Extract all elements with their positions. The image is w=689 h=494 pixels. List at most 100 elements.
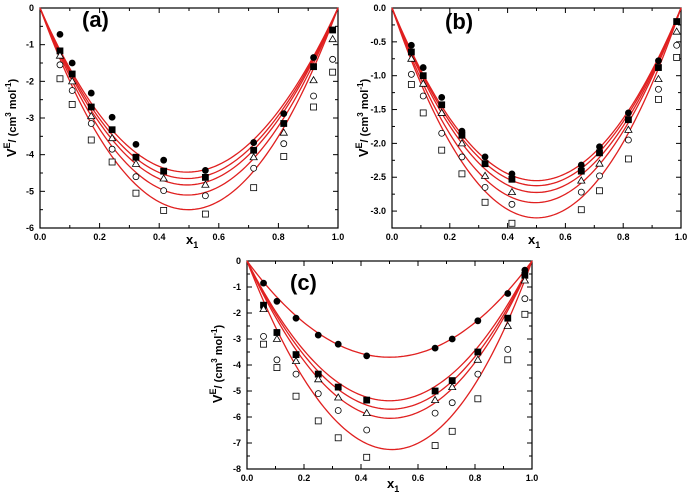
data-point-series-4 (132, 173, 140, 181)
data-point-series-5 (87, 136, 95, 144)
x-axis-label-subscript: 1 (535, 240, 540, 250)
data-point-series-4 (407, 70, 415, 78)
data-point-series-1 (438, 93, 446, 101)
data-point-series-1 (577, 161, 585, 169)
data-point-series-2 (419, 72, 427, 80)
data-point-series-4 (250, 164, 258, 172)
data-point-series-2 (329, 26, 337, 34)
data-point-series-5 (521, 310, 529, 318)
y-tick-label: -2 (26, 76, 34, 86)
data-point-series-3 (259, 304, 268, 313)
x-tick-label: 1.0 (332, 232, 345, 242)
fit-curve-series-3 (246, 260, 533, 410)
y-axis-label-unit: ) (213, 325, 225, 329)
data-point-series-5 (458, 170, 466, 178)
data-point-series-2 (334, 383, 342, 391)
fit-curve-series-3 (391, 7, 682, 194)
data-point-series-4 (292, 370, 300, 378)
data-point-series-5 (474, 395, 482, 403)
data-point-series-5 (280, 153, 288, 160)
y-axis-label-main: V (356, 148, 371, 157)
x-tick-label: 0.0 (34, 232, 47, 242)
data-point-series-5 (329, 68, 337, 76)
data-point-series-1 (160, 156, 168, 164)
data-point-series-3 (447, 382, 457, 391)
data-point-series-4 (160, 187, 168, 195)
data-point-series-4 (625, 136, 632, 144)
data-point-series-1 (260, 279, 267, 287)
data-point-series-2 (108, 126, 116, 134)
data-point-series-2 (431, 387, 439, 395)
data-point-series-3 (407, 54, 416, 62)
y-tick-label: -5 (26, 186, 34, 196)
data-point-series-3 (159, 174, 168, 182)
plot-frame (391, 7, 682, 229)
y-tick-label: -2.5 (370, 172, 386, 182)
fit-curve-series-2 (246, 260, 533, 402)
data-point-series-5 (407, 81, 415, 88)
x-tick-label: 0.2 (298, 473, 311, 483)
data-point-series-3 (503, 321, 513, 329)
fit-curve-series-1 (391, 7, 682, 182)
data-point-series-2 (655, 64, 662, 71)
data-point-series-4 (448, 399, 456, 407)
data-point-series-3 (272, 334, 282, 342)
data-point-series-4 (458, 153, 466, 161)
data-point-series-3 (328, 34, 337, 43)
data-point-series-3 (55, 51, 65, 59)
x-tick-label: 1.0 (526, 473, 539, 483)
y-axis-label-unit: / (cm (7, 117, 19, 143)
data-point-series-2 (407, 48, 415, 56)
y-tick-label: -6 (26, 223, 34, 233)
data-point-series-2 (280, 120, 288, 127)
data-point-series-2 (577, 167, 585, 175)
data-point-series-3 (595, 159, 604, 167)
x-axis-label: x1 (186, 232, 198, 250)
data-point-series-5 (108, 158, 116, 166)
data-point-series-4 (201, 192, 209, 200)
data-point-series-3 (333, 393, 343, 401)
data-point-series-4 (419, 92, 427, 100)
x-axis-label: x1 (528, 232, 540, 250)
data-point-series-2 (673, 18, 681, 25)
data-point-series-3 (520, 276, 530, 284)
data-point-series-3 (313, 374, 323, 383)
data-point-series-1 (280, 110, 288, 117)
data-point-series-2 (201, 173, 209, 181)
x-axis-label-main: x (186, 232, 194, 247)
data-point-series-5 (431, 442, 439, 450)
data-point-series-4 (655, 85, 662, 93)
data-point-series-2 (458, 131, 466, 139)
data-point-series-4 (260, 332, 267, 340)
data-point-series-1 (132, 140, 140, 148)
data-point-series-3 (437, 108, 447, 116)
data-point-series-5 (438, 146, 446, 154)
x-tick-label: 1.0 (675, 232, 688, 242)
data-point-series-1 (250, 139, 258, 146)
y-axis-label-superscript: E (2, 142, 12, 148)
y-axis-label: VE/ (cm3 mol-1) (354, 79, 371, 158)
data-point-series-5 (655, 95, 662, 103)
data-point-series-1 (108, 113, 116, 121)
data-point-series-1 (310, 54, 317, 61)
panel-label: (c) (290, 270, 317, 295)
data-point-series-4 (577, 188, 585, 196)
data-point-series-2 (292, 351, 300, 359)
data-point-series-5 (508, 219, 516, 227)
data-point-series-4 (474, 370, 482, 378)
y-axis-label-unit: / (cm (359, 117, 371, 143)
y-tick-label: -5 (233, 386, 241, 396)
y-axis-label-unit-sup: -1 (4, 82, 13, 90)
data-point-series-5 (132, 189, 140, 197)
y-tick-label: -2.0 (370, 138, 386, 148)
fit-curve-series-1 (246, 260, 533, 358)
data-point-series-4 (273, 356, 281, 364)
fit-curve-series-5 (391, 7, 682, 219)
data-point-series-2 (68, 70, 76, 78)
data-point-series-5 (250, 184, 258, 192)
x-axis-label: x1 (387, 476, 399, 494)
data-point-series-1 (625, 109, 632, 117)
data-point-series-5 (314, 417, 322, 425)
y-tick-label: -8 (233, 464, 241, 474)
data-point-series-3 (291, 356, 301, 365)
